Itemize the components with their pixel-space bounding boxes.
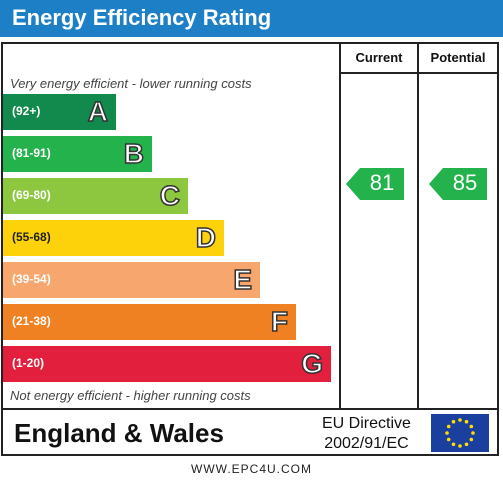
flag-star-icon: [464, 419, 469, 424]
header-divider: [339, 72, 499, 74]
chart-title: Energy Efficiency Rating: [12, 5, 272, 30]
bottom-note: Not energy efficient - higher running co…: [10, 388, 251, 403]
flag-star-icon: [464, 442, 469, 447]
band-letter: E: [233, 263, 253, 296]
title-bar: Energy Efficiency Rating: [0, 0, 503, 37]
band-range-label: (69-80): [12, 188, 51, 202]
rating-band-f: (21-38) F: [3, 304, 296, 340]
potential-rating-arrow-value: 85: [452, 170, 478, 195]
band-letter: G: [300, 347, 323, 380]
band-letter: D: [195, 221, 217, 254]
rating-band-a: (92+) A: [3, 94, 116, 130]
region-label: England & Wales: [14, 418, 224, 448]
potential-rating-arrow: 85: [429, 168, 487, 200]
current-rating-arrow: 81: [346, 168, 404, 200]
chart-frame: [1, 42, 499, 456]
flag-star-icon: [471, 431, 475, 435]
rating-band-b: (81-91) B: [3, 136, 152, 172]
flag-star-icon: [458, 418, 462, 422]
current-column-header: Current: [355, 50, 403, 65]
potential-column-header: Potential: [430, 50, 486, 65]
band-range-label: (55-68): [12, 230, 51, 244]
footer-divider: [1, 408, 499, 410]
band-range-label: (92+): [12, 104, 41, 118]
rating-band-g: (1-20) G: [3, 346, 331, 382]
potential-column-divider: [417, 42, 419, 410]
band-letter: A: [87, 95, 109, 128]
flag-star-icon: [446, 424, 451, 429]
band-letter: C: [159, 179, 181, 212]
band-range-label: (39-54): [12, 272, 51, 286]
rating-band-e: (39-54) E: [3, 262, 260, 298]
directive-line2: 2002/91/EC: [324, 435, 409, 452]
flag-star-icon: [446, 437, 451, 442]
band-range-label: (81-91): [12, 146, 51, 160]
eu-directive: EU Directive 2002/91/EC: [322, 414, 411, 454]
rating-band-c: (69-80) C: [3, 178, 188, 214]
flag-star-icon: [445, 431, 449, 435]
website-url: WWW.EPC4U.COM: [191, 462, 312, 476]
flag-star-icon: [458, 444, 462, 448]
eu-flag-icon: [431, 414, 489, 452]
band-letter: B: [123, 137, 145, 170]
flag-star-icon: [451, 419, 456, 424]
band-range-label: (1-20): [12, 356, 45, 370]
band-letter: F: [270, 305, 289, 338]
top-note: Very energy efficient - lower running co…: [10, 76, 252, 91]
flag-star-icon: [469, 424, 474, 429]
flag-star-icon: [451, 442, 456, 447]
flag-star-icon: [469, 437, 474, 442]
band-range-label: (21-38): [12, 314, 51, 328]
current-column-divider: [339, 42, 341, 410]
rating-band-d: (55-68) D: [3, 220, 224, 256]
current-rating-arrow-value: 81: [369, 170, 395, 195]
directive-line1: EU Directive: [322, 415, 411, 432]
